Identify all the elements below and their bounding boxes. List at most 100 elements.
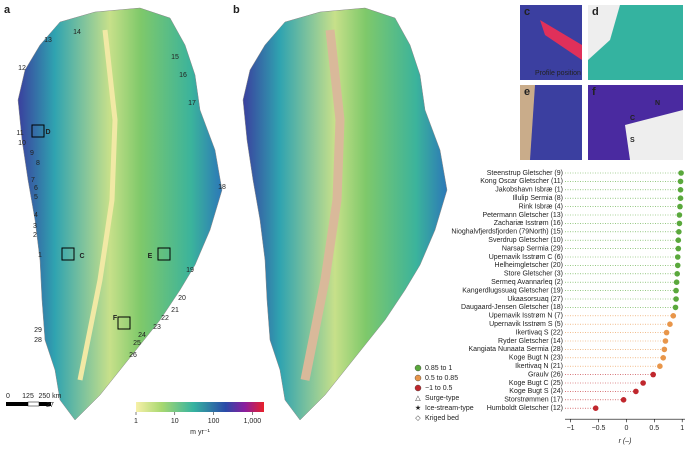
category-label: Ryder Gletscher (14) <box>498 338 563 345</box>
box-label: C <box>79 253 84 260</box>
glacier-number: 6 <box>34 185 38 192</box>
glacier-number: 23 <box>153 324 161 331</box>
box-label: E <box>148 253 153 260</box>
dot <box>677 178 684 185</box>
glacier-number: 14 <box>73 29 81 36</box>
glacier-number: 18 <box>218 184 226 191</box>
category-label: Kong Oscar Gletscher (11) <box>480 178 563 185</box>
glacier-number: 20 <box>178 295 186 302</box>
category-label: Ikertivaq N (21) <box>515 363 563 370</box>
dot <box>633 388 639 395</box>
x-axis-label: r (–) <box>619 438 632 445</box>
legend-label: 0.5 to 0.85 <box>425 375 458 382</box>
dot <box>678 170 684 176</box>
panel-label: f <box>592 86 596 98</box>
dot <box>673 287 679 294</box>
legend-symbol: ◇ <box>415 415 421 422</box>
map-a <box>6 7 223 421</box>
x-tick-label: 0 <box>624 425 628 432</box>
glacier-number: 28 <box>34 337 42 344</box>
category-label: Kangerdlugssuaq Gletscher (19) <box>462 287 563 294</box>
category-label: Ukaasorsuaq (27) <box>507 296 563 303</box>
dot <box>672 304 679 311</box>
glacier-number: 10 <box>18 140 26 147</box>
category-label: Ikertivaq S (22) <box>516 329 563 336</box>
x-tick-label: −1 <box>567 425 575 432</box>
glacier-number: 16 <box>179 72 187 79</box>
dot <box>670 313 677 319</box>
colorbar-label: 100 <box>208 418 220 425</box>
inset-label: S <box>630 137 635 144</box>
dot <box>620 397 627 403</box>
category-label: Nioghalvfjerdsfjorden (79North) (15) <box>451 229 563 236</box>
panel-label: c <box>524 6 530 18</box>
category-label: Koge Bugt N (23) <box>509 355 563 362</box>
scale-label: 125 <box>22 393 34 400</box>
map-b <box>242 7 448 421</box>
dot <box>640 380 646 386</box>
category-label: Sverdrup Gletscher (10) <box>488 237 563 244</box>
category-label: Narsap Sermia (29) <box>502 245 563 252</box>
dot <box>667 321 673 328</box>
category-label: Daugaard-Jensen Gletscher (18) <box>461 304 563 311</box>
dot <box>677 203 683 210</box>
dot <box>675 245 682 252</box>
inset-label: C <box>630 115 635 122</box>
category-label: Petermann Gletscher (13) <box>482 212 563 219</box>
inset-label: Profile position <box>535 70 581 77</box>
dot <box>662 338 669 344</box>
glacier-number: 3 <box>33 223 37 230</box>
glacier-number: 2 <box>33 232 37 239</box>
dot <box>673 296 679 302</box>
dot <box>592 405 599 412</box>
category-label: Koge Bugt C (25) <box>509 380 563 387</box>
x-tick-label: −0.5 <box>592 425 606 432</box>
category-label: Humboldt Gletscher (12) <box>487 405 563 412</box>
scale-label: 250 km <box>39 393 62 400</box>
dot <box>673 279 680 286</box>
dot <box>677 187 684 193</box>
category-label: Upernavik Isstrøm S (5) <box>489 321 563 328</box>
glacier-number: 13 <box>44 37 52 44</box>
glacier-number: 29 <box>34 327 42 334</box>
category-label: Jakobshavn Isbræ (1) <box>495 187 563 194</box>
scale-label: 0 <box>6 393 10 400</box>
legend-label: 0.85 to 1 <box>425 365 452 372</box>
box-label: F <box>113 315 118 322</box>
legend-label: −1 to 0.5 <box>425 385 453 392</box>
colorbar-label: 1 <box>134 418 138 425</box>
glacier-number: 1 <box>38 252 42 259</box>
glacier-number: 12 <box>18 65 26 72</box>
colorbar <box>136 402 264 412</box>
category-label: Koge Bugt S (24) <box>509 388 563 395</box>
category-label: Zachariæ Isstrøm (16) <box>494 220 563 227</box>
box-label: D <box>45 129 50 136</box>
colorbar-label: 1,000 <box>244 418 262 425</box>
x-tick-label: 1 <box>680 425 684 432</box>
category-label: Illulip Sermia (8) <box>512 195 563 202</box>
dot <box>674 254 681 260</box>
dot <box>663 329 670 336</box>
glacier-number: 25 <box>133 340 141 347</box>
dot <box>675 237 682 243</box>
category-label: Graulv (26) <box>528 371 563 378</box>
glacier-number: 21 <box>171 307 179 314</box>
category-label: Rink Isbræ (4) <box>519 203 563 210</box>
dot <box>676 229 682 235</box>
glacier-number: 9 <box>30 150 34 157</box>
legend-symbol: ★ <box>415 404 421 412</box>
category-label: Sermeq Avannarleq (2) <box>491 279 563 286</box>
glacier-number: 8 <box>36 160 40 167</box>
glacier-number: 17 <box>188 100 196 107</box>
glacier-number: 4 <box>34 212 38 219</box>
dot <box>676 220 683 227</box>
glacier-number: 22 <box>161 315 169 322</box>
panel-label: e <box>524 86 530 98</box>
category-label: Store Gletscher (3) <box>504 271 563 278</box>
inset-label: N <box>655 100 660 107</box>
dot <box>677 195 684 201</box>
insets <box>520 5 683 160</box>
category-label: Upernavik Isstrøm N (7) <box>489 313 563 320</box>
x-tick-label: 0.5 <box>649 425 659 432</box>
legend-dot <box>414 364 422 372</box>
